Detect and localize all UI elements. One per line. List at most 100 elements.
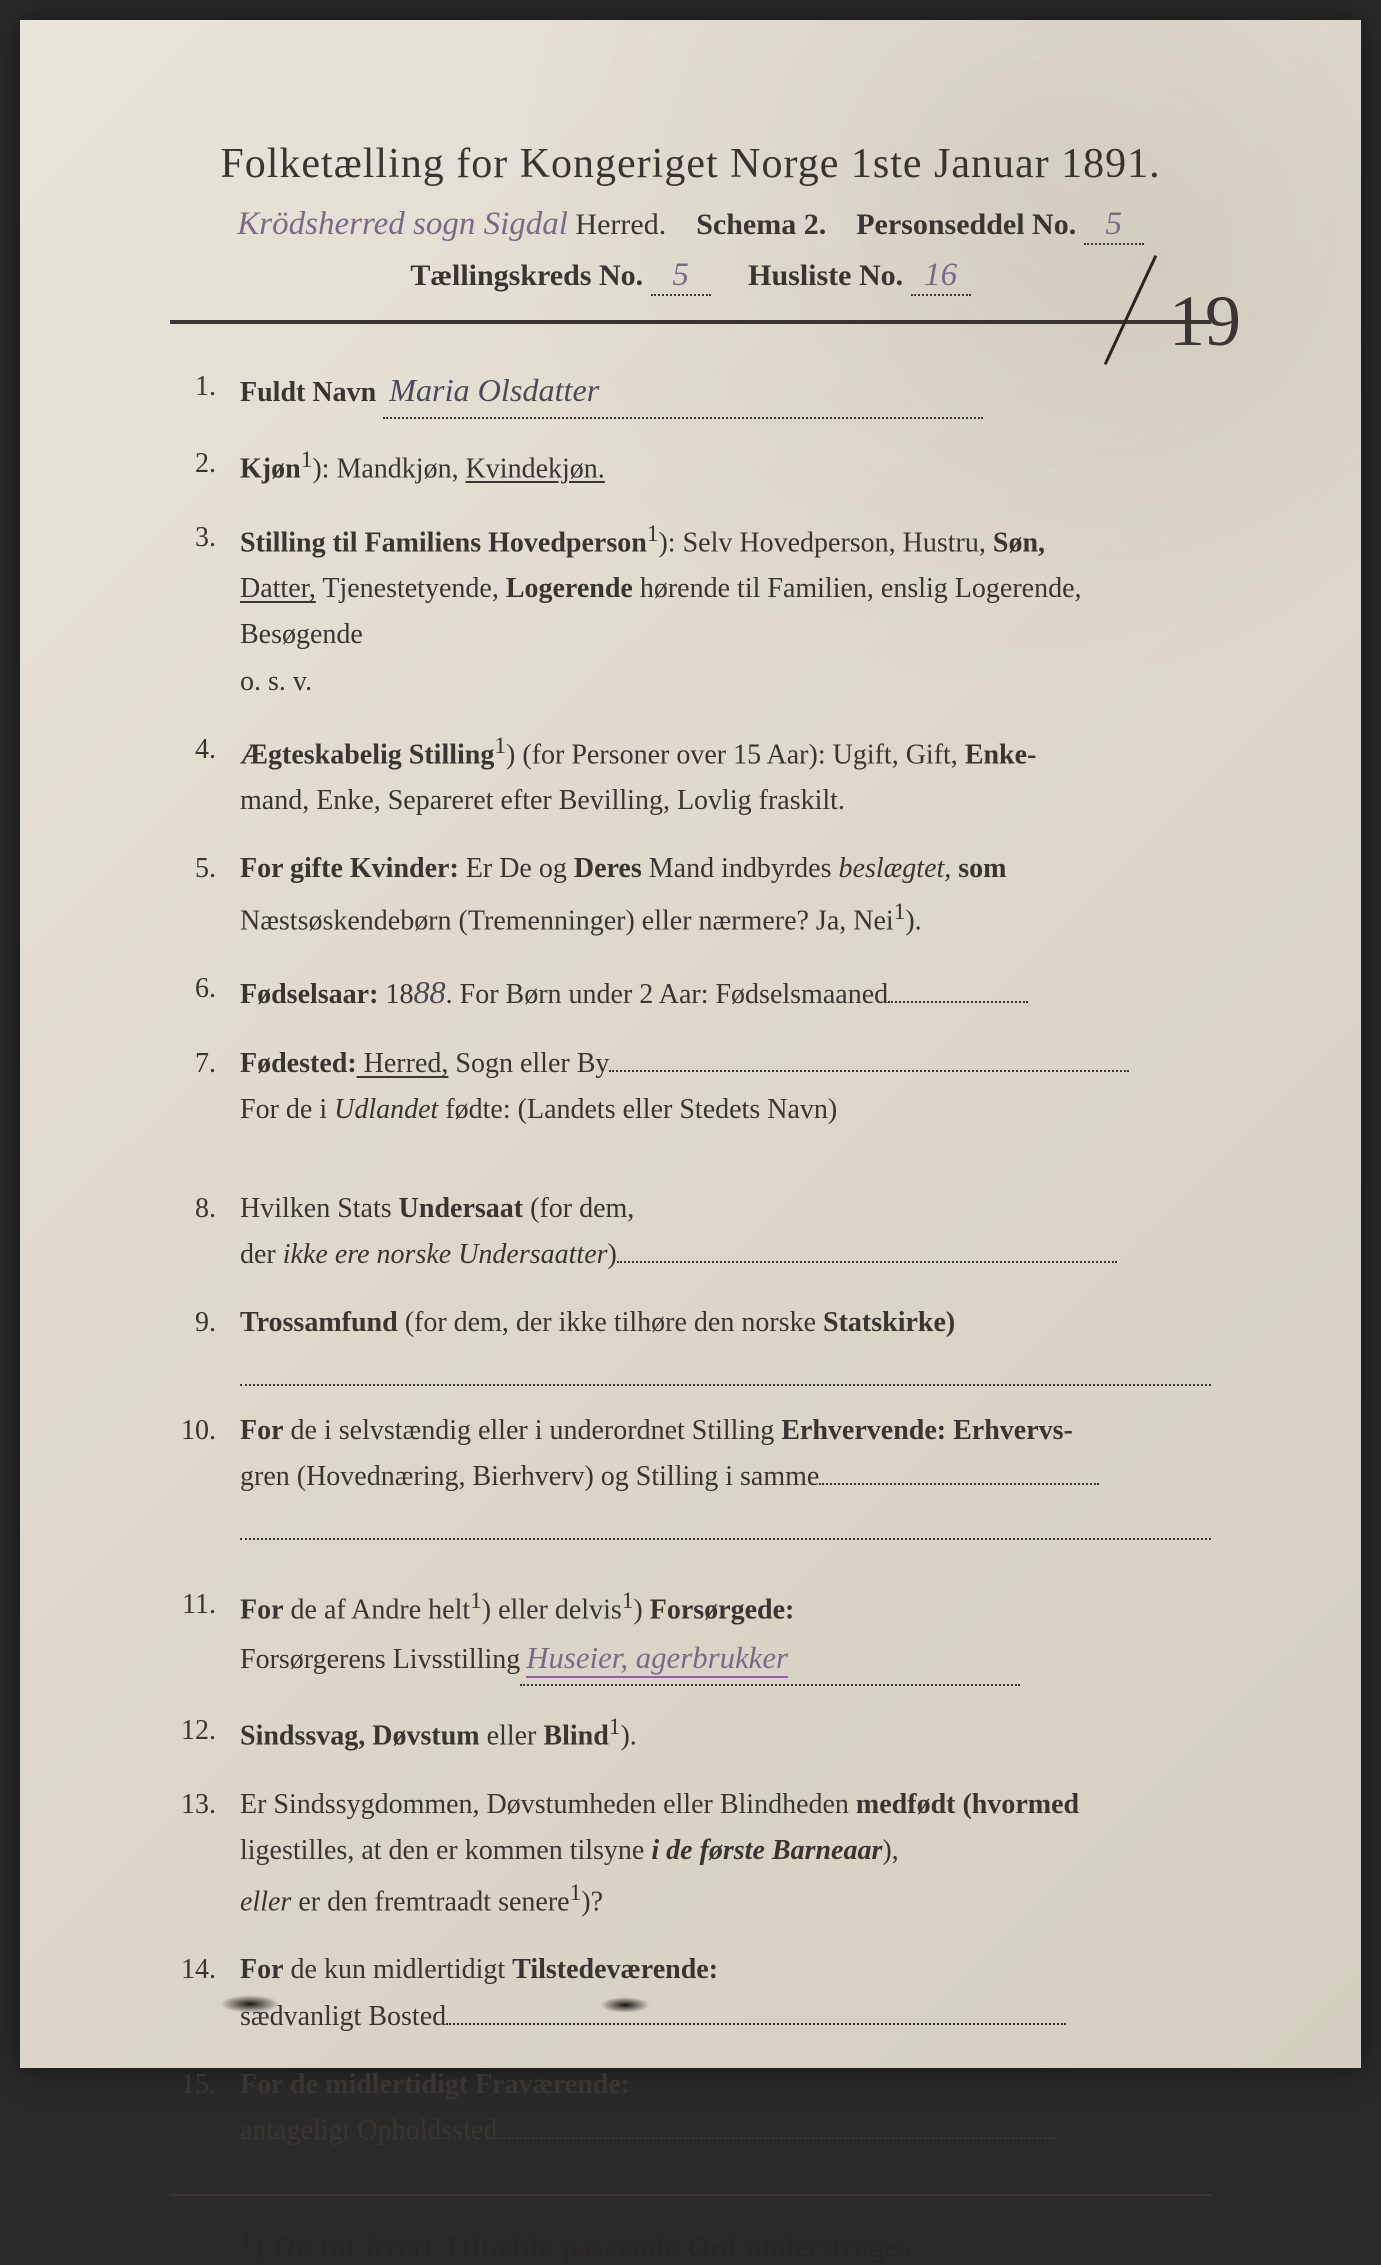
header-line-1: Krödsherred sogn Sigdal Herred. Schema 2… (170, 206, 1211, 245)
item-8-text1: Hvilken Stats (240, 1193, 399, 1224)
item-9-line (240, 1352, 1211, 1386)
item-8-text4: ) (608, 1239, 617, 1270)
item-8-text2: (for dem, (523, 1193, 634, 1224)
item-13: 13. Er Sindssygdommen, Døvstumheden elle… (170, 1782, 1211, 1926)
item-3-text4: o. s. v. (240, 666, 312, 697)
item-6-content: Fødselsaar: 1888. For Børn under 2 Aar: … (240, 966, 1211, 1019)
item-3: 3. Stilling til Familiens Hovedperson1):… (170, 515, 1211, 705)
item-7-italic1: Udlandet (334, 1094, 438, 1125)
item-8-text3: der (240, 1239, 283, 1270)
item-8-bold1: Undersaat (399, 1193, 523, 1224)
item-2-num: 2. (170, 441, 240, 493)
item-10-text2: gren (Hovednæring, Bierhverv) og Stillin… (240, 1461, 819, 1492)
item-5-text1: Er De og (459, 853, 574, 884)
item-4-num: 4. (170, 727, 240, 825)
item-13-text3: ), (882, 1835, 898, 1866)
item-4-bold1: Enke- (965, 739, 1037, 770)
item-11-sup1: 1 (470, 1588, 482, 1614)
item-5-sup: 1 (894, 899, 906, 925)
item-13-sup: 1 (570, 1880, 582, 1906)
item-15: 15. For de midlertidigt Fraværende: anta… (170, 2062, 1211, 2154)
item-7-num: 7. (170, 1041, 240, 1133)
item-1-num: 1. (170, 364, 240, 419)
item-10-num: 10. (170, 1408, 240, 1540)
item-11-text2: ) eller delvis (482, 1594, 622, 1625)
item-12-sup: 1 (609, 1714, 621, 1740)
paper-mark-1 (220, 1995, 280, 2013)
item-5-num: 5. (170, 846, 240, 944)
item-8-num: 8. (170, 1186, 240, 1278)
item-5-text3: Næstsøskendebørn (Tremenninger) eller næ… (240, 905, 894, 936)
item-9-label: Trossamfund (240, 1307, 398, 1338)
item-13-italic1: i de første Barneaar (651, 1835, 882, 1866)
item-11-sup2: 1 (622, 1588, 634, 1614)
item-11-label: For (240, 1594, 284, 1625)
item-13-num: 13. (170, 1782, 240, 1926)
item-3-label: Stilling til Familiens Hovedperson (240, 527, 647, 558)
item-12-num: 12. (170, 1708, 240, 1760)
item-7-fill (609, 1070, 1129, 1072)
item-4-text1: ) (for Personer over 15 Aar): Ugift, Gif… (506, 739, 965, 770)
item-9-text1: (for dem, der ikke tilhøre den norske (398, 1307, 823, 1338)
item-15-text1: antageligt Opholdssted (240, 2115, 497, 2146)
item-12-content: Sindssvag, Døvstum eller Blind1). (240, 1708, 1211, 1760)
husliste-label: Husliste No. (748, 259, 903, 292)
item-11-bold1: Forsørgede: (650, 1594, 795, 1625)
personseddel-no: 5 (1084, 206, 1144, 245)
item-3-content: Stilling til Familiens Hovedperson1): Se… (240, 515, 1211, 705)
item-12-text1: eller (480, 1720, 544, 1751)
item-14-content: For de kun midlertidigt Tilstedeværende:… (240, 1947, 1211, 2039)
item-7-underlined: Herred, (357, 1048, 449, 1079)
item-10-fill (819, 1483, 1099, 1485)
item-2: 2. Kjøn1): Mandkjøn, Kvindekjøn. (170, 441, 1211, 493)
item-5-bold2: som (951, 853, 1006, 884)
item-5-text4: ). (905, 905, 921, 936)
taellingskreds-label: Tællingskreds No. (410, 259, 643, 292)
item-1-value: Maria Olsdatter (389, 372, 599, 408)
item-11-value: Huseier, agerbrukker (526, 1641, 788, 1678)
item-15-content: For de midlertidigt Fraværende: antageli… (240, 2062, 1211, 2154)
item-14-text1: de kun midlertidigt (284, 1954, 513, 1985)
item-2-label: Kjøn (240, 453, 301, 484)
footnote: 1) De for hvert Tilfælde passende Ord un… (240, 2226, 1211, 2264)
item-6-text2: . For Børn under 2 Aar: Fødselsmaaned (446, 979, 889, 1010)
item-3-text2: Tjenestetyende, (316, 573, 506, 604)
item-14-bold1: Tilstedeværende: (512, 1954, 718, 1985)
item-9-num: 9. (170, 1300, 240, 1386)
item-6-year-prefix: 18 (378, 979, 413, 1010)
item-10-bold1: Erhvervende: Erhvervs- (781, 1415, 1073, 1446)
item-15-fill (497, 2137, 1057, 2139)
item-7-content: Fødested: Herred, Sogn eller By For de i… (240, 1041, 1211, 1133)
item-12-label: Sindssvag, Døvstum (240, 1720, 480, 1751)
item-11-content: For de af Andre helt1) eller delvis1) Fo… (240, 1582, 1211, 1686)
item-2-text: ): Mandkjøn, (312, 453, 465, 484)
divider-top (170, 320, 1211, 324)
item-5-text2: Mand indbyrdes (642, 853, 839, 884)
item-12-text2: ). (620, 1720, 636, 1751)
item-10-content: For de i selvstændig eller i underordnet… (240, 1408, 1211, 1540)
husliste-no: 16 (911, 257, 971, 296)
item-14: 14. For de kun midlertidigt Tilstedevære… (170, 1947, 1211, 2039)
herred-label: Herred. (575, 208, 666, 241)
item-1-label: Fuldt Navn (240, 377, 376, 408)
item-7-text1: Sogn eller By (448, 1048, 609, 1079)
item-15-label: For de midlertidigt Fraværende: (240, 2069, 630, 2100)
item-11-text4: Forsørgerens Livsstilling (240, 1644, 520, 1675)
item-3-sup: 1 (647, 521, 659, 547)
item-11-text3: ) (633, 1594, 649, 1625)
item-9: 9. Trossamfund (for dem, der ikke tilhør… (170, 1300, 1211, 1386)
item-12-bold1: Blind (543, 1720, 608, 1751)
item-14-fill (446, 2023, 1066, 2025)
item-6-year-value: 88 (413, 974, 445, 1010)
item-13-bold1: medfødt (hvormed (856, 1789, 1079, 1820)
item-8-content: Hvilken Stats Undersaat (for dem, der ik… (240, 1186, 1211, 1278)
item-6: 6. Fødselsaar: 1888. For Børn under 2 Aa… (170, 966, 1211, 1019)
item-10: 10. For de i selvstændig eller i underor… (170, 1408, 1211, 1540)
item-14-num: 14. (170, 1947, 240, 2039)
item-11-num: 11. (170, 1582, 240, 1686)
item-9-bold1: Statskirke) (823, 1307, 955, 1338)
divider-bottom (170, 2194, 1211, 2196)
item-14-label: For (240, 1954, 284, 1985)
footnote-text: ) De for hvert Tilfælde passende Ord und… (254, 2233, 922, 2264)
personseddel-label: Personseddel No. (856, 208, 1076, 241)
